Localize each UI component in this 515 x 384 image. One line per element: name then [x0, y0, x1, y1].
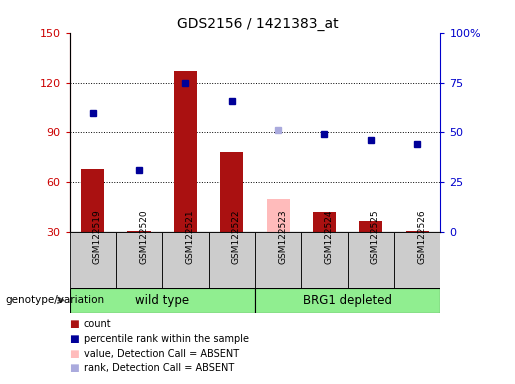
Text: GSM122519: GSM122519 — [93, 209, 101, 264]
Bar — [301, 232, 348, 288]
Text: count: count — [84, 319, 112, 329]
Text: ■: ■ — [70, 319, 79, 329]
Text: ■: ■ — [70, 334, 79, 344]
Bar — [348, 232, 394, 288]
Text: GSM122520: GSM122520 — [139, 209, 148, 264]
Text: value, Detection Call = ABSENT: value, Detection Call = ABSENT — [84, 349, 239, 359]
Bar — [70, 288, 255, 313]
Bar — [405, 231, 428, 232]
Text: GSM122525: GSM122525 — [371, 209, 380, 264]
Text: GSM122524: GSM122524 — [324, 210, 333, 264]
Text: ■: ■ — [70, 363, 79, 373]
Text: wild type: wild type — [135, 294, 190, 307]
Bar — [174, 71, 197, 232]
Text: GSM122522: GSM122522 — [232, 210, 241, 264]
Text: ■: ■ — [70, 349, 79, 359]
Bar — [81, 169, 104, 232]
Text: percentile rank within the sample: percentile rank within the sample — [84, 334, 249, 344]
Bar — [394, 232, 440, 288]
Bar — [359, 221, 382, 232]
Bar — [116, 232, 162, 288]
Bar — [128, 231, 150, 232]
Text: BRG1 depleted: BRG1 depleted — [303, 294, 392, 307]
Bar — [70, 232, 116, 288]
Text: GDS2156 / 1421383_at: GDS2156 / 1421383_at — [177, 17, 338, 31]
Bar — [255, 288, 440, 313]
Bar — [255, 232, 301, 288]
Text: GSM122521: GSM122521 — [185, 209, 194, 264]
Bar — [220, 152, 243, 232]
Text: GSM122526: GSM122526 — [417, 209, 426, 264]
Text: rank, Detection Call = ABSENT: rank, Detection Call = ABSENT — [84, 363, 234, 373]
Bar — [267, 199, 289, 232]
Bar — [313, 212, 336, 232]
Bar — [162, 232, 209, 288]
Bar — [209, 232, 255, 288]
Text: GSM122523: GSM122523 — [278, 209, 287, 264]
Text: genotype/variation: genotype/variation — [5, 295, 104, 305]
